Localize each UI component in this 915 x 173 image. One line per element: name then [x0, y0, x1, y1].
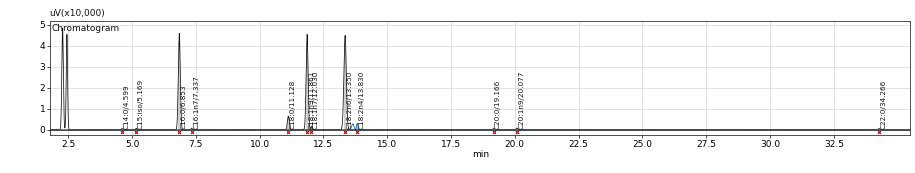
- Text: C22:0/34.266: C22:0/34.266: [880, 80, 887, 129]
- Text: C18:0/11.128: C18:0/11.128: [290, 80, 296, 129]
- Text: Chromatogram: Chromatogram: [51, 24, 119, 33]
- Text: C18:1n7/12.030: C18:1n7/12.030: [313, 71, 319, 129]
- Text: C18:2n6/13.350: C18:2n6/13.350: [347, 71, 352, 129]
- Text: C16:0/6.853: C16:0/6.853: [181, 85, 187, 129]
- Text: C15:iso/5.169: C15:iso/5.169: [138, 79, 144, 129]
- Text: C20:1n9/20.077: C20:1n9/20.077: [518, 71, 524, 129]
- Text: C16:1n7/7.337: C16:1n7/7.337: [193, 76, 199, 129]
- Text: C18:1n9/11.861: C18:1n9/11.861: [308, 71, 315, 129]
- Text: uV(x10,000): uV(x10,000): [49, 10, 105, 19]
- Text: C18:2n4/13.830: C18:2n4/13.830: [359, 71, 365, 129]
- Text: C14:0/4.599: C14:0/4.599: [124, 85, 129, 129]
- X-axis label: min: min: [472, 150, 489, 159]
- Text: C20:0/19.166: C20:0/19.166: [495, 80, 501, 129]
